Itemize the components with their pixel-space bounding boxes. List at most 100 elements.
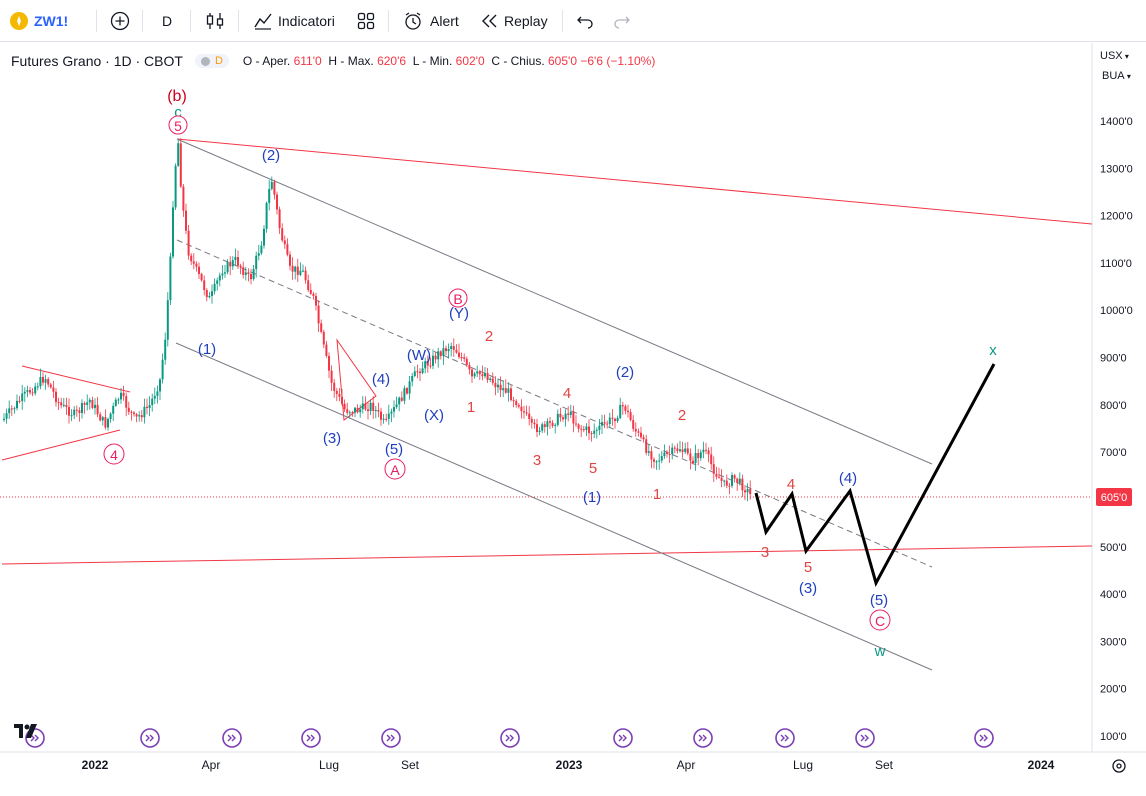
channel-median-line[interactable]	[176, 239, 933, 568]
triangle-line-lower[interactable]	[1, 429, 121, 461]
economic-event-icon[interactable]	[974, 728, 994, 748]
candle-body	[710, 454, 713, 465]
wave-label-3-projection: 3	[761, 544, 769, 561]
candle-body	[52, 387, 55, 392]
high-label: H - Max.	[328, 54, 374, 68]
candle-body	[244, 272, 247, 275]
candle-body	[29, 390, 31, 393]
candle-body	[660, 456, 663, 461]
candle-body	[653, 459, 655, 462]
price-chart[interactable]: 1400'01300'01200'01100'01000'0900'0800'0…	[0, 43, 1146, 786]
tradingview-logo	[14, 724, 37, 738]
candle-body	[611, 417, 614, 419]
triangle-line-upper[interactable]	[21, 365, 131, 393]
candle-body	[681, 449, 684, 452]
candle-body	[138, 415, 141, 417]
undo-button[interactable]	[575, 0, 595, 42]
candle-body	[10, 408, 13, 410]
low-value: 602'0	[455, 54, 485, 68]
candle-body	[575, 423, 577, 425]
economic-event-icon[interactable]	[500, 728, 520, 748]
candle-body	[75, 409, 78, 411]
candle-body	[460, 356, 463, 358]
layouts-button[interactable]	[356, 0, 376, 42]
alert-button[interactable]: Alert	[402, 0, 459, 42]
candle-body	[533, 422, 536, 425]
candle-body	[406, 388, 408, 394]
candle-body	[260, 245, 263, 254]
candle-body	[309, 289, 312, 294]
economic-event-icon[interactable]	[381, 728, 401, 748]
candle-body	[257, 253, 260, 256]
economic-event-icon[interactable]	[222, 728, 242, 748]
candle-body	[281, 228, 284, 241]
channel-upper-line[interactable]	[176, 138, 933, 465]
economic-event-icon[interactable]	[693, 728, 713, 748]
candle-body	[395, 404, 398, 408]
candle-body	[692, 460, 694, 463]
economic-event-icon[interactable]	[301, 728, 321, 748]
candle-body	[169, 256, 172, 301]
top-toolbar: ZW1! D Indicatori Alert Replay	[0, 0, 1146, 42]
candle-body	[484, 373, 486, 377]
candle-body	[655, 461, 658, 463]
candles-icon	[206, 12, 224, 29]
candle-body	[486, 373, 489, 380]
symbol-search-button[interactable]: ZW1!	[10, 0, 68, 42]
legend-title[interactable]: Futures Grano · 1D · CBOT	[11, 53, 183, 69]
high-value: 620'6	[377, 54, 407, 68]
toolbar-divider	[238, 10, 239, 32]
candle-body	[538, 430, 541, 433]
time-tick-label: Set	[875, 758, 894, 772]
candle-body	[36, 386, 39, 388]
candle-body	[229, 261, 232, 267]
candle-body	[512, 400, 515, 402]
economic-event-icon[interactable]	[140, 728, 160, 748]
candle-body	[494, 382, 497, 388]
candle-body	[543, 424, 546, 427]
indicators-button[interactable]: Indicatori	[252, 0, 335, 42]
time-axis[interactable]: 2022 Apr Lug Set 2023 Apr Lug Set 2024	[82, 758, 1055, 772]
settings-icon[interactable]	[1112, 759, 1126, 773]
candle-body	[192, 261, 195, 264]
candle-body	[731, 475, 733, 486]
economic-event-icon[interactable]	[855, 728, 875, 748]
economic-event-icon[interactable]	[613, 728, 633, 748]
candle-body	[174, 165, 177, 208]
candle-body	[421, 368, 424, 374]
interval-button[interactable]: D	[162, 0, 172, 42]
candle-body	[42, 377, 44, 383]
candle-body	[268, 188, 271, 203]
trendline-lower-red[interactable]	[1, 545, 1093, 565]
toolbar-divider	[388, 10, 389, 32]
candle-body	[341, 396, 343, 404]
unit-selector[interactable]: BUA ▾	[1102, 70, 1131, 82]
wave-label-2-minor: 2	[485, 328, 493, 345]
candle-body	[3, 418, 5, 420]
replay-button[interactable]: Replay	[480, 0, 548, 42]
trendline-upper-red[interactable]	[176, 138, 1093, 225]
candle-body	[325, 344, 328, 356]
unit-label: BUA	[1102, 70, 1125, 82]
legend-badge-label: D	[214, 55, 223, 67]
bottom-bar	[0, 786, 1146, 796]
candle-body	[34, 386, 37, 394]
chart-type-button[interactable]	[204, 0, 226, 42]
redo-button[interactable]	[612, 0, 632, 42]
candle-body	[343, 403, 346, 410]
candle-body	[320, 323, 323, 332]
currency-selector[interactable]: USX ▾	[1100, 50, 1129, 62]
candle-body	[185, 210, 187, 231]
candle-body	[330, 370, 333, 383]
candle-body	[166, 300, 169, 340]
channel-lower-line[interactable]	[175, 342, 933, 671]
candle-body	[151, 398, 154, 405]
candle-body	[536, 424, 538, 433]
candle-body	[707, 450, 710, 455]
candle-body	[239, 265, 242, 268]
candle-body	[221, 273, 224, 276]
economic-event-icon[interactable]	[775, 728, 795, 748]
price-axis[interactable]: 1400'0 1300'0 1200'0 1100'0 1000'0 900'0 800'0…	[1100, 116, 1133, 743]
compare-button[interactable]	[110, 0, 130, 42]
candle-body	[530, 418, 533, 423]
